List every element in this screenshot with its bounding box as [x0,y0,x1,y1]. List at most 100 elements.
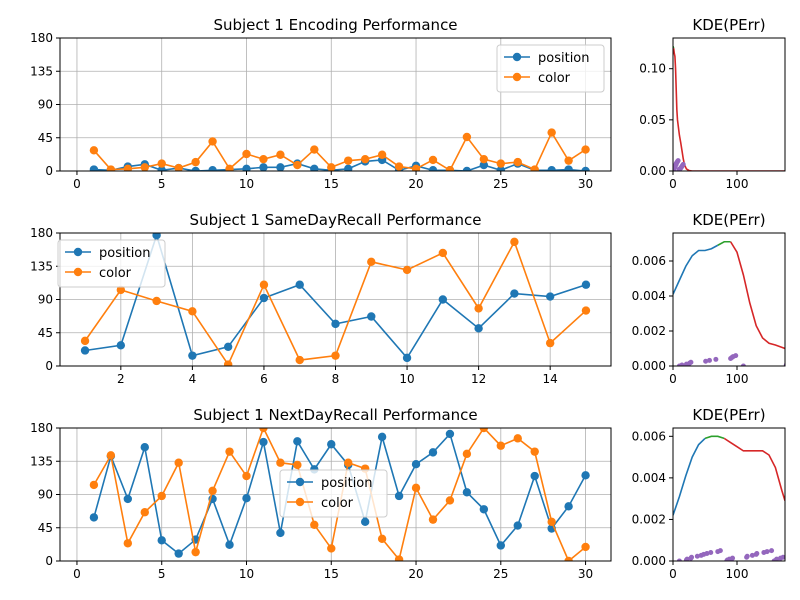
data-point-position [581,166,590,171]
data-point-color [394,555,404,561]
data-point-color [106,165,116,171]
data-point-color [123,164,133,171]
data-point-position [293,437,302,446]
data-point-color [479,428,489,433]
data-point-position [344,164,353,171]
legend-swatch-marker [295,497,305,507]
legend-label: color [321,496,354,511]
data-point-color [428,515,438,524]
x-tick-label: 14 [543,372,558,386]
kde-curve-rise [673,437,706,516]
axes-frame [672,37,786,172]
data-point-color [496,441,505,450]
data-point-position [208,166,217,171]
data-point-position [80,346,90,355]
data-point-position [360,517,370,527]
chart-4: 0 100 0.000 0.002 0.004 0.006 KDE(PErr) [632,211,786,386]
data-point-color [564,156,573,165]
y-tick-label: 0 [45,554,53,568]
data-point-position [402,353,412,363]
data-point-position [367,312,376,321]
y-tick-label: 0.002 [632,512,666,526]
kde-data-point [703,358,709,364]
y-tick-label: 0.000 [632,359,666,373]
legend: position color [279,469,388,518]
data-point-position [479,505,489,514]
legend-swatch-marker [512,72,522,82]
data-point-color [581,145,590,154]
data-point-color [445,496,455,505]
y-tick-label: 45 [38,131,53,145]
y-tick-label: 90 [38,293,53,307]
data-point-position [428,448,438,457]
legend-swatch-marker [295,477,305,487]
y-tick-label: 0.05 [639,113,666,127]
data-point-position [188,351,197,360]
y-tick-label: 180 [30,226,53,240]
data-point-position [225,540,234,549]
chart-title: Subject 1 Encoding Performance [213,16,457,34]
data-point-position [174,549,183,558]
axes-frame [672,427,786,562]
kde-data-point [704,550,710,556]
data-point-color [293,460,302,470]
legend-swatch-marker [73,247,83,257]
data-point-position [496,166,505,171]
data-point-color [293,160,302,170]
chart-title: KDE(PErr) [692,211,765,229]
data-point-color [428,155,438,165]
data-point-position [89,165,99,171]
legend-swatch-marker [73,267,83,277]
data-point-color [140,508,149,517]
data-point-color [242,471,251,481]
data-point-position [123,494,133,504]
y-tick-label: 90 [38,488,53,502]
kde-curve-rise [673,244,719,295]
x-tick-label: 25 [493,177,508,191]
data-point-position [438,295,448,304]
data-point-color [479,154,489,164]
data-point-color [530,447,539,456]
data-point-color [394,162,404,171]
data-point-color [208,486,217,496]
kde-data-point [680,161,686,167]
data-point-color [191,547,200,557]
chart-title: Subject 1 SameDayRecall Performance [190,211,482,229]
data-point-color [496,159,505,168]
chart-1: 2 4 6 8 10 12 14 0 45 90 135 180 Subject 1 SameDayRe… [30,211,612,386]
data-point-color [513,157,522,167]
data-point-color [360,154,370,164]
legend-label: position [99,246,151,261]
x-tick-label: 0 [669,372,677,386]
data-point-position [327,440,336,449]
data-point-color [547,128,556,137]
y-tick-label: 0.004 [632,289,666,303]
data-point-color [89,480,99,490]
data-point-position [140,443,149,452]
kde-data-point [694,553,700,559]
x-tick-label: 5 [158,177,166,191]
y-tick-label: 45 [38,326,53,340]
x-tick-label: 25 [493,567,508,581]
data-point-position [310,164,319,171]
kde-data-point [684,556,690,561]
kde-data-point [713,356,719,362]
kde-data-point [774,556,780,561]
x-tick-label: 6 [260,372,268,386]
kde-data-point [740,363,746,366]
data-point-position [564,502,573,511]
data-point-position [411,460,421,469]
data-point-position [259,293,269,303]
y-tick-label: 0.004 [632,471,666,485]
data-point-position [564,165,573,171]
y-tick-label: 0.006 [632,254,666,268]
chart-title: Subject 1 NextDayRecall Performance [193,406,477,424]
x-tick-label: 100 [726,177,749,191]
chart-title: KDE(PErr) [692,406,765,424]
x-tick-label: 100 [726,372,749,386]
data-point-color [438,248,448,258]
data-point-color [545,338,555,348]
x-tick-label: 10 [239,177,254,191]
legend-label: color [99,266,132,281]
legend-label: position [538,51,590,66]
